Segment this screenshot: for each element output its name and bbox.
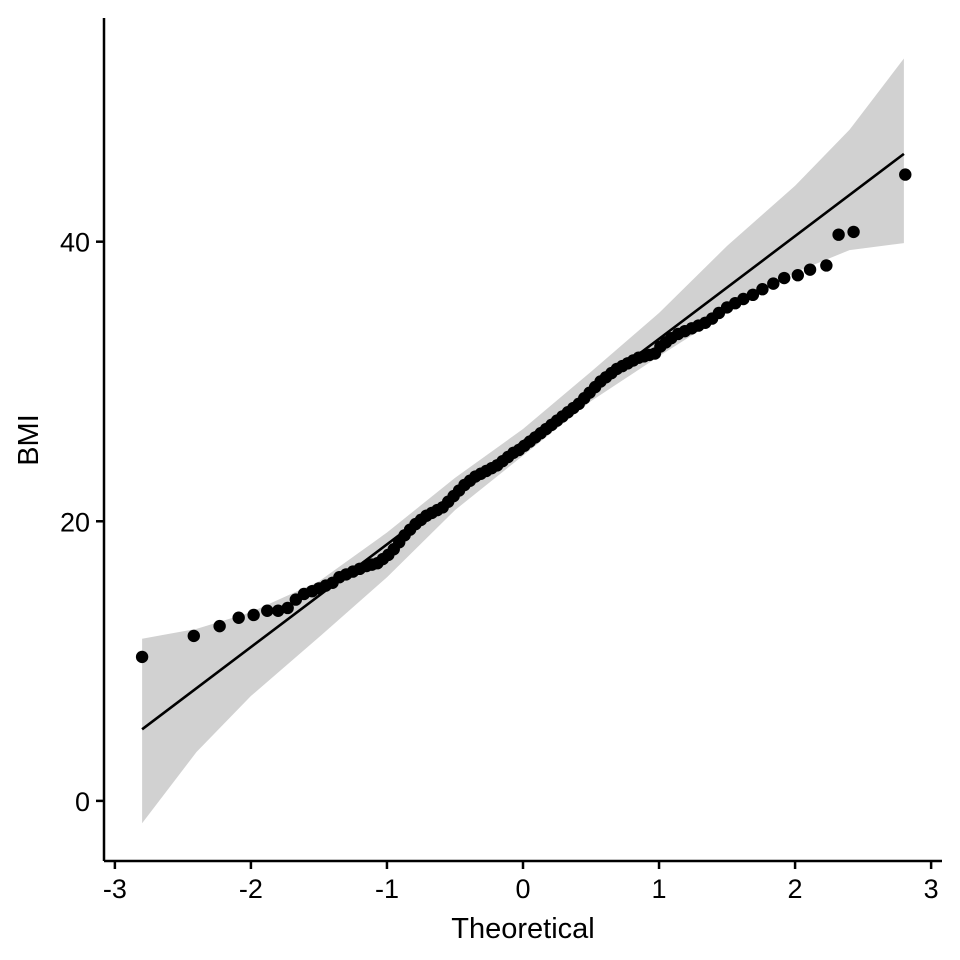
y-tick-label: 40	[60, 228, 90, 258]
data-point	[737, 292, 750, 306]
y-tick-label: 20	[60, 507, 90, 537]
y-tick-label: 0	[75, 787, 90, 817]
x-axis-ticks: -3 -2 -1 0 1 2 3	[103, 861, 939, 904]
x-tick-label: -3	[103, 874, 127, 904]
y-axis-title: BMI	[13, 414, 45, 466]
x-tick-label: 1	[652, 874, 667, 904]
data-point	[767, 277, 780, 290]
data-point	[791, 269, 804, 282]
data-point	[271, 604, 285, 617]
x-axis-title: Theoretical	[451, 913, 594, 945]
data-point	[847, 225, 860, 239]
x-tick-label: -1	[375, 874, 399, 904]
data-point	[135, 650, 149, 664]
data-point	[213, 619, 226, 633]
x-tick-label: 2	[788, 874, 803, 904]
x-tick-label: 3	[924, 874, 939, 904]
x-tick-label: -2	[239, 874, 263, 904]
axes-layer: -3 -2 -1 0 1 2 3 0 20 40	[60, 18, 942, 904]
y-axis-ticks: 0 20 40	[60, 228, 104, 817]
data-point	[261, 604, 274, 617]
data-point	[803, 263, 817, 276]
x-tick-label: 0	[515, 874, 530, 904]
data-point	[777, 271, 791, 285]
data-point	[232, 611, 245, 624]
data-point	[820, 259, 833, 272]
data-point	[187, 629, 200, 643]
data-point	[899, 168, 912, 181]
points-layer	[135, 168, 912, 664]
data-point	[247, 608, 260, 622]
data-point	[281, 601, 294, 615]
data-point	[746, 288, 760, 302]
data-point	[832, 228, 845, 241]
data-point	[756, 283, 769, 296]
